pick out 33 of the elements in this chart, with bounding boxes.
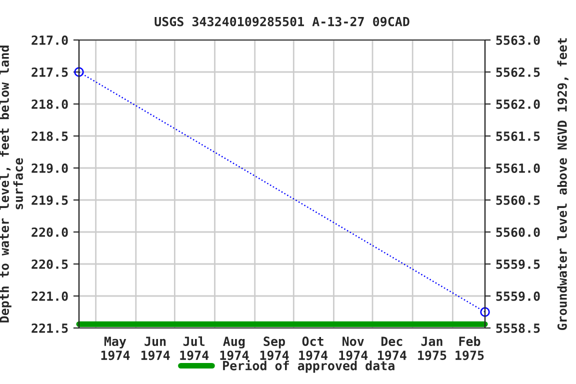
x-tick-label: Sep 1974 [260, 336, 289, 360]
y2-tick-label: 5558.5 [496, 323, 540, 333]
x-tick-label: Oct 1974 [299, 336, 328, 360]
y2-axis-title: Groundwater level above NGVD 1929, feet [557, 38, 568, 330]
y2-tick-label: 5560.5 [496, 195, 540, 205]
y-tick-label: 220.0 [32, 227, 68, 237]
y2-tick-label: 5561.5 [496, 131, 540, 141]
x-tick-label: May 1974 [101, 336, 130, 360]
y-tick-label: 217.0 [32, 35, 68, 45]
y-tick-label: 218.0 [32, 99, 68, 109]
y2-tick-label: 5559.0 [496, 291, 540, 301]
x-tick-label: Feb 1975 [456, 336, 484, 360]
y2-tick-label: 5562.0 [496, 99, 540, 109]
chart-title: USGS 343240109285501 A-13-27 09CAD [154, 16, 410, 26]
y-tick-label: 219.0 [32, 163, 68, 173]
y-tick-label: 217.5 [32, 67, 68, 77]
y2-tick-label: 5561.0 [496, 163, 540, 173]
legend-label: Period of approved data [223, 360, 394, 373]
x-tick-label: Dec 1974 [378, 336, 406, 360]
y-tick-label: 221.5 [32, 323, 68, 333]
x-tick-label: Jun 1974 [141, 336, 170, 360]
x-tick-label: Aug 1974 [220, 336, 249, 360]
y2-tick-label: 5563.0 [496, 35, 540, 45]
y-tick-label: 221.0 [32, 291, 68, 301]
y-tick-label: 219.5 [32, 195, 68, 205]
y2-tick-label: 5560.0 [496, 227, 540, 237]
y2-tick-label: 5562.5 [496, 67, 540, 77]
y2-tick-label: 5559.5 [496, 260, 540, 269]
y-tick-label: 218.5 [32, 131, 68, 141]
x-tick-label: Nov 1974 [339, 336, 368, 360]
x-tick-label: Jan 1975 [418, 336, 446, 360]
y-tick-label: 220.5 [32, 259, 68, 269]
x-tick-label: Jul 1974 [180, 336, 209, 360]
